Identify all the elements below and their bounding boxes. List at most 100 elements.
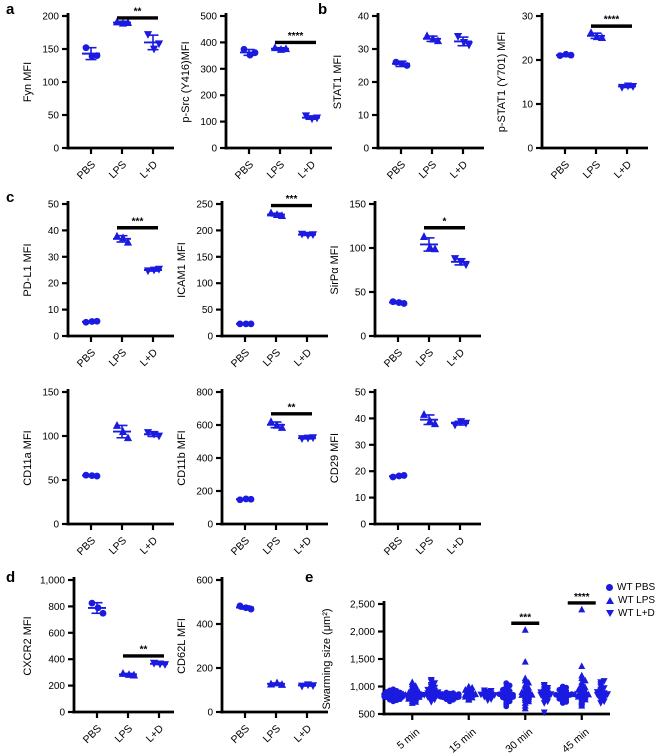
svg-text:20: 20: [355, 467, 367, 478]
svg-text:L+D: L+D: [292, 346, 315, 369]
legend-label: WT PBS: [617, 582, 656, 593]
plot-fyn-mfi: 0 50 100 150 200 PBS LPS L+D Fyn MFI **: [20, 2, 178, 197]
svg-text:800: 800: [196, 388, 213, 399]
svg-text:PBS: PBS: [229, 723, 252, 746]
panel-label-e: e: [305, 569, 314, 586]
svg-text:50: 50: [355, 388, 367, 399]
svg-text:150: 150: [42, 388, 59, 399]
svg-text:*: *: [443, 216, 447, 227]
panel-label-b: b: [318, 1, 328, 18]
svg-text:LPS: LPS: [107, 347, 130, 370]
svg-text:150: 150: [42, 45, 59, 56]
plot-psrc-mfi: 0 100 200 300 400 500 PBS LPS L+D p-Src (Y416)MFI…: [178, 2, 336, 197]
svg-text:200: 200: [200, 91, 217, 102]
svg-text:PBS: PBS: [233, 159, 256, 182]
svg-text:30: 30: [358, 45, 370, 56]
legend-item-wt-lps: WT LPS: [606, 594, 655, 607]
svg-text:***: ***: [519, 612, 531, 623]
panel-label-d: d: [6, 569, 16, 586]
svg-text:L+D: L+D: [445, 346, 468, 369]
svg-text:30: 30: [48, 252, 60, 263]
svg-text:200: 200: [196, 226, 213, 237]
plot-stat1-mfi: 0 10 20 30 40 PBS LPS L+D STAT1 MFI: [330, 2, 488, 197]
svg-text:CD11b MFI: CD11b MFI: [176, 430, 188, 485]
svg-text:2,000: 2,000: [350, 627, 375, 638]
svg-text:L+D: L+D: [292, 722, 315, 745]
svg-text:400: 400: [196, 454, 213, 465]
circle-marker-icon: [606, 584, 613, 591]
svg-text:L+D: L+D: [138, 346, 161, 369]
svg-text:L+D: L+D: [138, 534, 161, 557]
svg-text:PBS: PBS: [75, 159, 98, 182]
plot-cd11b-mfi: 0 200 400 600 800 PBS LPS L+D CD11b MFI **: [174, 378, 332, 573]
plot-swarming-size: 500 1,000 1,500 2,000 2,500 Swarming size (μm…: [316, 566, 616, 756]
svg-text:CXCR2 MFI: CXCR2 MFI: [22, 616, 34, 675]
svg-text:LPS: LPS: [414, 535, 437, 558]
plot-cd11a-mfi: 0 50 100 150 PBS LPS L+D CD11a MFI: [20, 378, 178, 573]
svg-text:0: 0: [363, 144, 369, 155]
svg-text:10: 10: [48, 305, 60, 316]
svg-text:ICAM1 MFI: ICAM1 MFI: [176, 242, 188, 298]
svg-text:50: 50: [48, 476, 60, 487]
svg-text:100: 100: [42, 78, 59, 89]
svg-text:Swarming size (μm²): Swarming size (μm²): [321, 608, 333, 709]
svg-text:30 min: 30 min: [503, 726, 535, 756]
panel-label-c: c: [6, 189, 15, 206]
svg-text:CD11a MFI: CD11a MFI: [22, 430, 34, 485]
svg-text:10: 10: [355, 493, 367, 504]
svg-text:50: 50: [202, 305, 214, 316]
svg-text:50: 50: [48, 111, 60, 122]
plot-cd29-mfi: 0 10 20 30 40 50 PBS LPS L+D CD29 MFI: [327, 378, 485, 573]
svg-text:20: 20: [48, 279, 60, 290]
svg-text:L+D: L+D: [445, 534, 468, 557]
svg-text:CD62L MFI: CD62L MFI: [176, 618, 188, 674]
svg-text:45 min: 45 min: [560, 726, 592, 756]
svg-text:L+D: L+D: [296, 158, 319, 181]
legend-item-wt-ld: WT L+D: [606, 607, 655, 620]
svg-text:**: **: [288, 402, 296, 413]
svg-text:10: 10: [522, 100, 534, 111]
svg-text:600: 600: [196, 576, 213, 587]
svg-text:***: ***: [132, 216, 144, 227]
plot-pdl1-mfi: 0 10 20 30 40 50 PBS LPS L+D PD-L1 MFI ***: [20, 190, 178, 385]
svg-text:LPS: LPS: [581, 159, 604, 182]
svg-text:L+D: L+D: [612, 158, 635, 181]
legend-label: WT L+D: [618, 608, 655, 619]
svg-text:100: 100: [200, 117, 217, 128]
svg-text:LPS: LPS: [261, 723, 284, 746]
svg-text:0: 0: [207, 332, 213, 343]
svg-text:STAT1 MFI: STAT1 MFI: [332, 55, 344, 110]
svg-text:PBS: PBS: [229, 535, 252, 558]
legend: WT PBS WT LPS WT L+D: [606, 581, 655, 620]
svg-text:PBS: PBS: [75, 347, 98, 370]
svg-text:L+D: L+D: [292, 534, 315, 557]
triangle-down-marker-icon: [606, 610, 614, 617]
svg-text:LPS: LPS: [261, 535, 284, 558]
svg-text:40: 40: [48, 226, 60, 237]
svg-text:150: 150: [196, 252, 213, 263]
svg-text:LPS: LPS: [261, 347, 284, 370]
svg-text:**: **: [134, 6, 142, 17]
plot-sirpa-mfi: 0 50 100 150 PBS LPS L+D SirPα MFI *: [327, 190, 485, 385]
svg-text:100: 100: [349, 244, 366, 255]
svg-text:0: 0: [360, 520, 366, 531]
svg-text:0: 0: [207, 708, 213, 719]
svg-text:0: 0: [53, 144, 59, 155]
legend-item-wt-pbs: WT PBS: [606, 581, 655, 594]
svg-text:0: 0: [53, 520, 59, 531]
panel-label-a: a: [6, 1, 15, 18]
svg-text:PBS: PBS: [385, 159, 408, 182]
svg-text:LPS: LPS: [107, 159, 130, 182]
svg-text:Fyn MFI: Fyn MFI: [22, 62, 34, 102]
svg-text:LPS: LPS: [107, 535, 130, 558]
svg-text:200: 200: [196, 664, 213, 675]
svg-text:400: 400: [200, 38, 217, 49]
svg-text:100: 100: [42, 432, 59, 443]
svg-text:300: 300: [200, 64, 217, 75]
svg-text:40: 40: [355, 414, 367, 425]
svg-text:LPS: LPS: [414, 347, 437, 370]
legend-label: WT LPS: [618, 595, 656, 606]
svg-text:400: 400: [196, 620, 213, 631]
svg-text:p-Src (Y416)MFI: p-Src (Y416)MFI: [180, 41, 192, 122]
